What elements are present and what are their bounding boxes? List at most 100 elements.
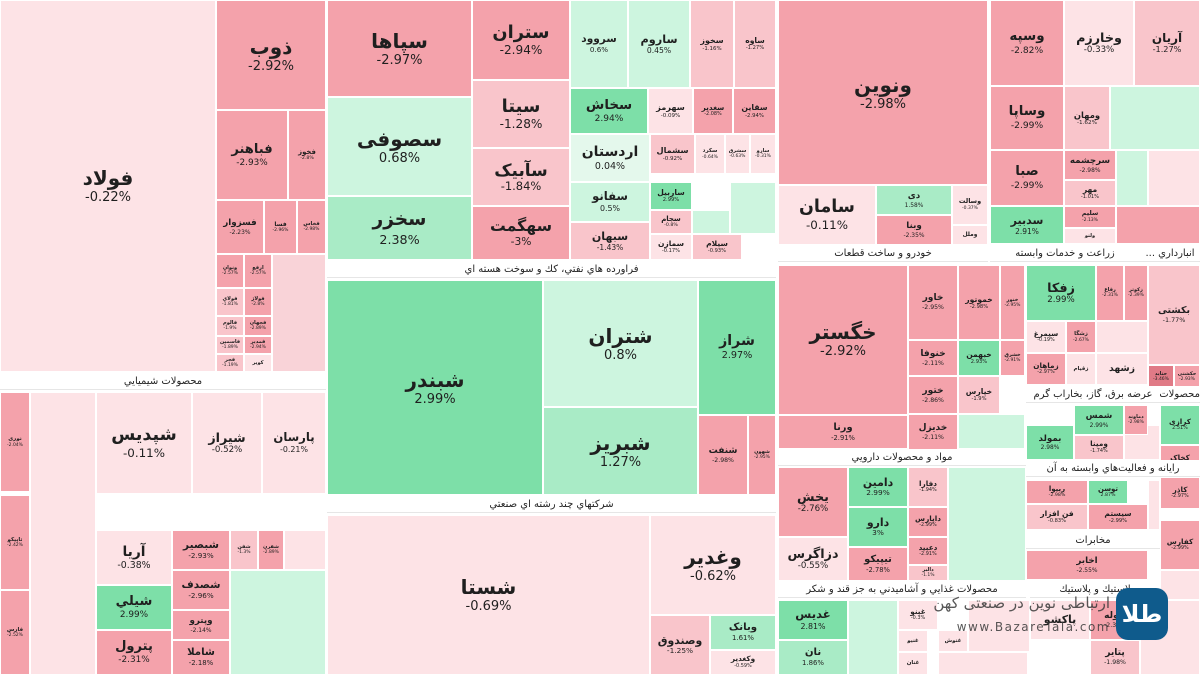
- stock-tile[interactable]: داپارس -2.99%: [908, 507, 948, 537]
- stock-tile[interactable]: شبصیر -2.93%: [172, 530, 230, 570]
- stock-tile[interactable]: سجام -0.8%: [650, 210, 692, 234]
- stock-tile[interactable]: ساروم 0.45%: [628, 0, 690, 88]
- stock-tile[interactable]: وسالت -0.37%: [952, 185, 988, 225]
- stock-tile[interactable]: فولاژ -2.8%: [244, 288, 272, 316]
- stock-tile[interactable]: ومینا -1.74%: [1074, 435, 1124, 460]
- stock-tile[interactable]: سهگمت -3%: [472, 206, 570, 260]
- stock-tile[interactable]: زکوثر -2.39%: [1124, 265, 1148, 321]
- stock-tile[interactable]: دارو 3%: [848, 507, 908, 547]
- stock-tile[interactable]: کفارس -2.99%: [1160, 520, 1200, 570]
- stock-tile[interactable]: سرچشمه -2.98%: [1064, 150, 1116, 180]
- stock-tile[interactable]: کاذر -2.97%: [1160, 477, 1200, 509]
- stock-tile[interactable]: شفرن -2.89%: [258, 530, 284, 570]
- stock-tile[interactable]: سغدير -2.08%: [693, 88, 733, 134]
- stock-tile[interactable]: سآبيک -1.84%: [472, 148, 570, 206]
- stock-tile[interactable]: وسپه -2.82%: [990, 0, 1064, 86]
- stock-tile[interactable]: ورنا -2.91%: [778, 415, 908, 449]
- stock-tile[interactable]: زقيام: [1066, 353, 1096, 385]
- stock-tile[interactable]: ختور -2.86%: [908, 376, 958, 414]
- stock-tile[interactable]: سشرق -0.63%: [725, 134, 750, 174]
- stock-tile[interactable]: شراز 2.97%: [698, 280, 776, 415]
- stock-tile[interactable]: فولاد -0.22%: [0, 0, 216, 372]
- stock-tile[interactable]: سيلام -0.93%: [692, 234, 742, 260]
- stock-tile[interactable]: خبهمن 2.93%: [958, 340, 1000, 376]
- stock-tile[interactable]: ونوين -2.98%: [778, 0, 988, 185]
- stock-tile[interactable]: فجهان -2.89%: [244, 316, 272, 336]
- stock-tile[interactable]: ستران -2.94%: [472, 0, 570, 80]
- stock-tile[interactable]: فخوز -2.8%: [288, 110, 326, 200]
- stock-tile[interactable]: سخزر 2.38%: [327, 196, 472, 260]
- stock-tile[interactable]: سامان -0.11%: [778, 185, 876, 245]
- stock-tile[interactable]: سیستم -2.99%: [1088, 504, 1148, 530]
- stock-tile[interactable]: سکرد -0.64%: [695, 134, 725, 174]
- stock-tile[interactable]: شفن -1.3%: [230, 530, 258, 570]
- stock-tile[interactable]: فخاس -2.98%: [297, 200, 326, 254]
- stock-tile[interactable]: سپاها -2.97%: [327, 0, 472, 97]
- stock-tile[interactable]: دامين 2.99%: [848, 467, 908, 507]
- stock-tile[interactable]: سروود 0.6%: [570, 0, 628, 88]
- stock-tile[interactable]: نان 1.86%: [778, 640, 848, 675]
- stock-tile[interactable]: غنوش: [938, 630, 968, 652]
- stock-tile[interactable]: سخوز -1.16%: [690, 0, 734, 88]
- stock-tile[interactable]: اردستان 0.04%: [570, 134, 650, 182]
- stock-tile[interactable]: وساپا -2.99%: [990, 86, 1064, 150]
- stock-tile[interactable]: شيراز -0.52%: [192, 392, 262, 494]
- stock-tile[interactable]: پاکشو: [1030, 600, 1090, 640]
- stock-tile[interactable]: فسا -2.96%: [264, 200, 297, 254]
- stock-tile[interactable]: وخارزم -0.33%: [1064, 0, 1134, 86]
- stock-tile[interactable]: وكغدير -0.59%: [710, 650, 776, 675]
- stock-tile[interactable]: نوری -2.04%: [0, 392, 30, 492]
- stock-tile[interactable]: شهون -2.95%: [748, 415, 776, 495]
- stock-tile[interactable]: کرازی 2.51%: [1160, 405, 1200, 445]
- stock-tile[interactable]: سصوفی 0.68%: [327, 97, 472, 196]
- stock-tile[interactable]: تيپيکو -2.78%: [848, 547, 908, 581]
- stock-tile[interactable]: غدیس 2.81%: [778, 600, 848, 640]
- stock-tile[interactable]: ومهان -1.62%: [1064, 86, 1110, 150]
- stock-tile[interactable]: غبنو -0.3%: [898, 600, 938, 630]
- stock-tile[interactable]: توسن 2.87%: [1088, 480, 1128, 504]
- stock-tile[interactable]: فولای -1.81%: [216, 288, 244, 316]
- stock-tile[interactable]: شبندر 2.99%: [327, 280, 543, 495]
- stock-tile[interactable]: صبا -2.99%: [990, 150, 1064, 206]
- stock-tile[interactable]: ساربیل 2.99%: [650, 182, 692, 210]
- stock-tile[interactable]: فاسمین -1.89%: [216, 336, 244, 354]
- stock-tile[interactable]: رقاع -2.31%: [1096, 265, 1124, 321]
- stock-tile[interactable]: سدبیر 2.91%: [990, 206, 1064, 244]
- stock-tile[interactable]: اخابر -2.55%: [1026, 550, 1148, 580]
- stock-tile[interactable]: سیمرغ -0.19%: [1026, 321, 1066, 353]
- stock-tile[interactable]: زشهد: [1096, 353, 1148, 385]
- stock-tile[interactable]: فجر -1.19%: [216, 354, 244, 372]
- stock-tile[interactable]: سقاين -2.94%: [733, 88, 776, 134]
- stock-tile[interactable]: شمس 2.99%: [1074, 405, 1124, 435]
- stock-tile[interactable]: فباهنر -2.93%: [216, 110, 288, 200]
- stock-tile[interactable]: ربیوا -2.98%: [1026, 480, 1088, 504]
- stock-tile[interactable]: خاور -2.95%: [908, 265, 958, 340]
- stock-tile[interactable]: بمولد 2.98%: [1026, 425, 1074, 460]
- stock-tile[interactable]: شپديس -0.11%: [96, 392, 192, 494]
- stock-tile[interactable]: شبريز 1.27%: [543, 407, 698, 495]
- stock-tile[interactable]: سخاش 2.94%: [570, 88, 648, 134]
- stock-tile[interactable]: سمازن -0.17%: [650, 234, 692, 260]
- stock-tile[interactable]: شستا -0.69%: [327, 515, 650, 675]
- stock-tile[interactable]: سبهان -1.43%: [570, 222, 650, 260]
- stock-tile[interactable]: فمدیر -2.94%: [244, 336, 272, 354]
- stock-tile[interactable]: وصندوق -1.25%: [650, 615, 710, 675]
- stock-tile[interactable]: پتاير -1.98%: [1090, 640, 1140, 675]
- stock-tile[interactable]: دعبيد -2.91%: [908, 537, 948, 565]
- stock-tile[interactable]: شاملا -2.18%: [172, 640, 230, 675]
- stock-tile[interactable]: دفارا -1.94%: [908, 467, 948, 507]
- stock-tile[interactable]: آریان -1.27%: [1134, 0, 1200, 86]
- stock-tile[interactable]: شيلي 2.99%: [96, 585, 172, 630]
- stock-tile[interactable]: حتايد -3.46%: [1148, 365, 1174, 389]
- stock-tile[interactable]: دماوند -2.98%: [1124, 405, 1148, 435]
- stock-tile[interactable]: خشرق -2.91%: [1000, 340, 1025, 376]
- stock-tile[interactable]: سيتا -1.28%: [472, 80, 570, 148]
- stock-tile[interactable]: خگستر -2.92%: [778, 265, 908, 415]
- stock-tile[interactable]: فالوم -1.9%: [216, 316, 244, 336]
- stock-tile[interactable]: وپترو -2.14%: [172, 610, 230, 640]
- stock-tile[interactable]: دالبر -1.1%: [908, 565, 948, 581]
- stock-tile[interactable]: يخش -2.76%: [778, 467, 848, 537]
- stock-tile[interactable]: پترول -2.31%: [96, 630, 172, 675]
- stock-tile[interactable]: آريا -0.38%: [96, 530, 172, 585]
- stock-tile[interactable]: فن افزار -0.83%: [1026, 504, 1088, 530]
